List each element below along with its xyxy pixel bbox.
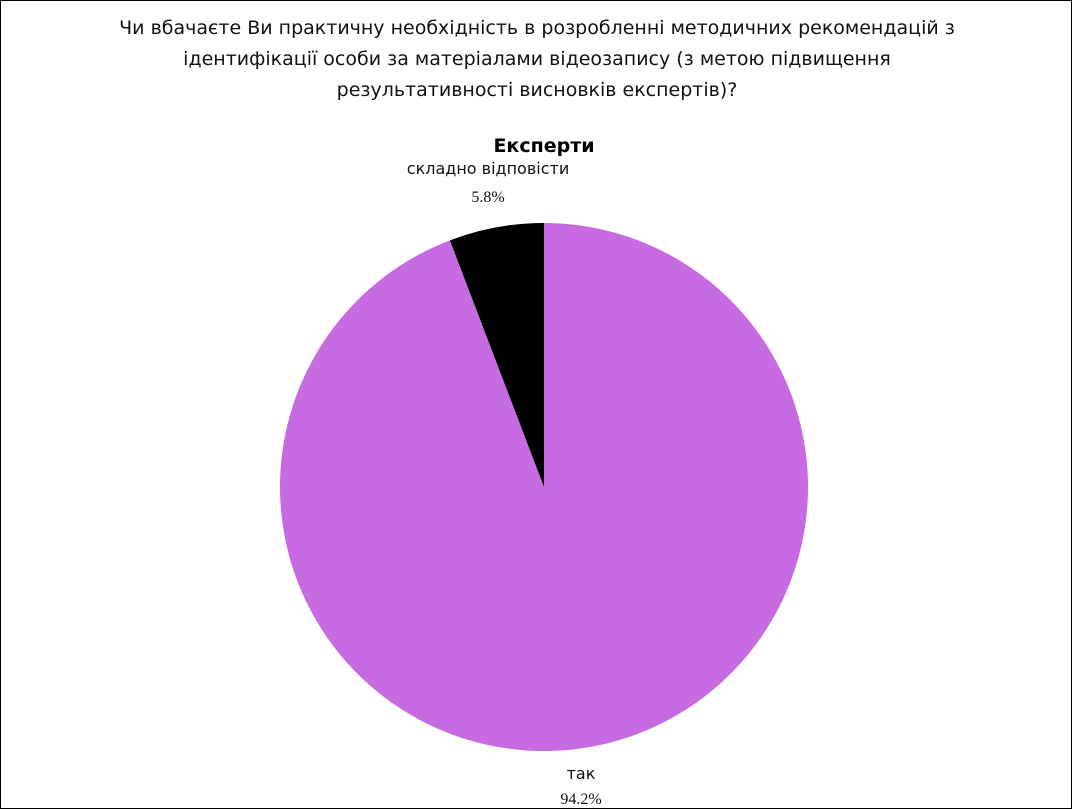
pie-slice-skladno — [449, 223, 544, 487]
slice-value-tak: 94.2% — [560, 791, 601, 808]
slice-label-tak: так — [567, 764, 596, 783]
question-line-1: Чи вбачаєте Ви практичну необхідність в … — [119, 17, 955, 39]
question-line-3: результативності висновків експертів)? — [336, 79, 738, 101]
slice-value-skladno: 5.8% — [471, 189, 504, 206]
question-line-2: ідентифікації особи за матеріалами відео… — [183, 48, 891, 70]
chart-title: Експерти — [493, 135, 594, 157]
question-text: Чи вбачаєте Ви практичну необхідність в … — [1, 13, 1072, 106]
slice-label-skladno: складно відповісти — [407, 159, 569, 178]
pie-slices — [279, 223, 808, 751]
